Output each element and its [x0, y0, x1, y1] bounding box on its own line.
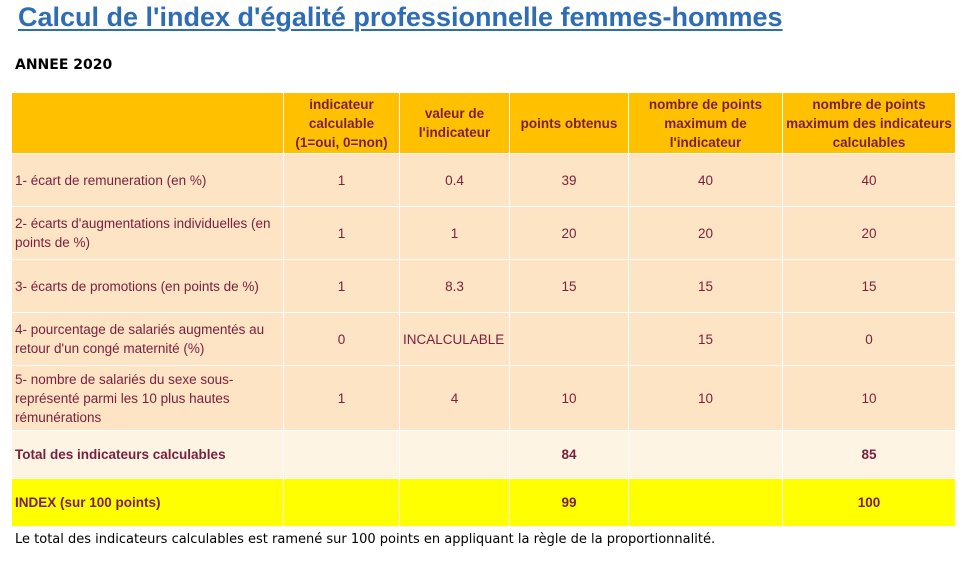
row-calculable: 0 [283, 312, 400, 366]
row-max-indicateur: 10 [628, 365, 783, 431]
row-label: 4- pourcentage de salariés augmentés au … [11, 312, 284, 366]
row-max-indicateur: 15 [628, 259, 783, 313]
index-max-calculables: 100 [782, 478, 956, 527]
header-valeur: valeur de l'indicateur [399, 92, 510, 154]
table-row: 5- nombre de salariés du sexe sous-repré… [11, 365, 956, 431]
row-calculable: 1 [283, 153, 400, 207]
row-calculable: 1 [283, 259, 400, 313]
total-label: Total des indicateurs calculables [11, 430, 284, 479]
total-max-calculables: 85 [782, 430, 956, 479]
row-points: 20 [509, 206, 629, 260]
header-max-indicateur: nombre de points maximum de l'indicateur [628, 92, 783, 154]
footnote: Le total des indicateurs calculables est… [15, 532, 716, 547]
table-row: 3- écarts de promotions (en points de %)… [11, 259, 956, 313]
table-header-row: indicateur calculable (1=oui, 0=non) val… [11, 92, 956, 154]
row-calculable: 1 [283, 206, 400, 260]
row-max-calculables: 40 [782, 153, 956, 207]
total-points: 84 [509, 430, 629, 479]
index-empty-cell [399, 478, 510, 527]
header-calculable: indicateur calculable (1=oui, 0=non) [283, 92, 400, 154]
row-valeur: 0.4 [399, 153, 510, 207]
row-valeur: 1 [399, 206, 510, 260]
row-max-indicateur: 40 [628, 153, 783, 207]
row-max-calculables: 10 [782, 365, 956, 431]
row-label: 3- écarts de promotions (en points de %) [11, 259, 284, 313]
row-max-calculables: 0 [782, 312, 956, 366]
index-label: INDEX (sur 100 points) [11, 478, 284, 527]
header-label-column [11, 92, 284, 154]
index-table: indicateur calculable (1=oui, 0=non) val… [11, 92, 956, 527]
row-label: 5- nombre de salariés du sexe sous-repré… [11, 365, 284, 431]
row-points: 39 [509, 153, 629, 207]
row-max-calculables: 15 [782, 259, 956, 313]
table-row: 4- pourcentage de salariés augmentés au … [11, 312, 956, 366]
row-valeur: 8.3 [399, 259, 510, 313]
table-row: 1- écart de remuneration (en %) 1 0.4 39… [11, 153, 956, 207]
row-points: 15 [509, 259, 629, 313]
index-empty-cell [628, 478, 783, 527]
row-max-indicateur: 20 [628, 206, 783, 260]
index-empty-cell [283, 478, 400, 527]
row-valeur: 4 [399, 365, 510, 431]
index-row: INDEX (sur 100 points) 99 100 [11, 478, 956, 527]
row-points [509, 312, 629, 366]
table-row: 2- écarts d'augmentations individuelles … [11, 206, 956, 260]
total-empty-cell [399, 430, 510, 479]
page-title: Calcul de l'index d'égalité professionne… [18, 2, 783, 32]
row-max-indicateur: 15 [628, 312, 783, 366]
index-points: 99 [509, 478, 629, 527]
total-row: Total des indicateurs calculables 84 85 [11, 430, 956, 479]
row-calculable: 1 [283, 365, 400, 431]
row-points: 10 [509, 365, 629, 431]
total-empty-cell [283, 430, 400, 479]
row-max-calculables: 20 [782, 206, 956, 260]
row-label: 1- écart de remuneration (en %) [11, 153, 284, 207]
row-label: 2- écarts d'augmentations individuelles … [11, 206, 284, 260]
row-valeur: INCALCULABLE [399, 312, 510, 366]
year-label: ANNEE 2020 [15, 57, 113, 73]
header-max-calculables: nombre de points maximum des indicateurs… [782, 92, 956, 154]
total-empty-cell [628, 430, 783, 479]
header-points-obtenus: points obtenus [509, 92, 629, 154]
